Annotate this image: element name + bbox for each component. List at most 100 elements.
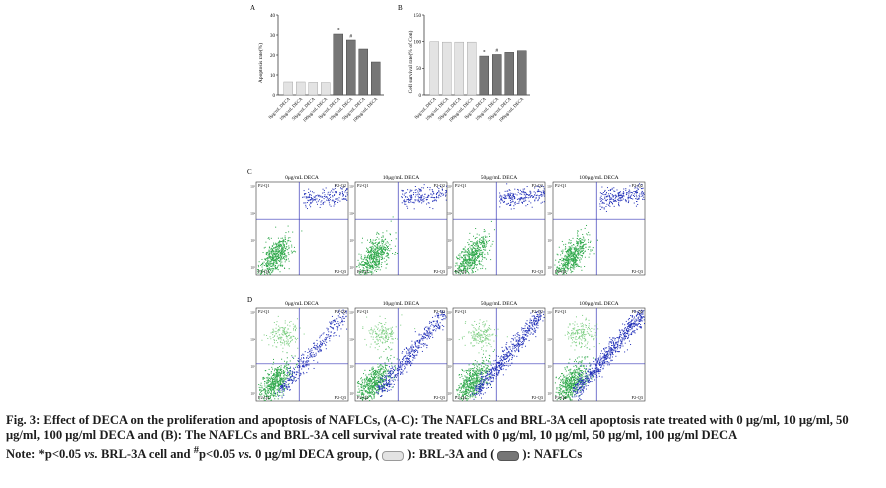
flow-point-green (471, 269, 473, 271)
flow-point-green (385, 331, 387, 333)
flow-point-blue (430, 193, 432, 195)
flow-point-green (257, 264, 259, 266)
flow-point-green (573, 260, 575, 262)
flow-point-green (573, 262, 575, 264)
flow-point-green (274, 375, 276, 377)
quadrant-label: P2-Q1 (357, 309, 368, 314)
flow-point-blue (634, 195, 636, 197)
flow-point-blue (516, 202, 518, 204)
flow-point-blue (282, 385, 284, 387)
flow-point-blue (609, 189, 611, 191)
flow-point-green (471, 264, 473, 266)
flow-point-blue (403, 355, 405, 357)
flow-point-green (276, 376, 278, 378)
flow-frame (354, 181, 448, 276)
flow-point-green (385, 333, 387, 335)
flow-point-blue (332, 199, 334, 201)
flow-point-green (285, 259, 287, 261)
flow-point-green (372, 336, 374, 338)
flow-point-green (279, 382, 281, 384)
flow-point-green (458, 267, 460, 269)
flow-point-green (373, 256, 375, 258)
flow-point-green (271, 389, 273, 391)
flow-point-green (371, 266, 373, 268)
flow-point-green (577, 241, 579, 243)
flow-point-blue (401, 371, 403, 373)
flow-point-green (272, 377, 274, 379)
flow-point-blue (407, 201, 409, 203)
flow-point-green (266, 267, 268, 269)
flow-ytick: 10³ (447, 365, 453, 369)
flow-title: 10μg/mL DECA (383, 175, 420, 181)
flow-point-blue (388, 383, 390, 385)
flow-point-blue (278, 395, 280, 397)
flow-point-blue (290, 379, 292, 381)
flow-point-blue (437, 323, 439, 325)
flow-point-blue (404, 365, 406, 367)
flow-point-blue (321, 344, 323, 346)
flow-point-green (381, 252, 383, 254)
flow-point-green (463, 248, 465, 250)
flow-point-green (280, 383, 282, 385)
flow-point-green (369, 255, 371, 257)
flow-point-blue (384, 377, 386, 379)
flow-point-green (261, 263, 263, 265)
flow-point-green (279, 373, 281, 375)
flow-point-green (287, 340, 289, 342)
flow-point-green (382, 329, 384, 331)
flow-point-green (396, 253, 398, 255)
flow-point-green (468, 239, 470, 241)
flow-point-green (465, 260, 467, 262)
flow-point-green (276, 266, 278, 268)
flow-point-green (571, 260, 573, 262)
flow-point-green (577, 264, 579, 266)
flow-point-green (276, 371, 278, 373)
flow-point-green (458, 374, 460, 376)
flow-point-blue (336, 198, 338, 200)
flow-point-green (283, 365, 285, 367)
flow-point-green (488, 239, 490, 241)
flow-point-green (580, 258, 582, 260)
flow-point-blue (611, 201, 613, 203)
flow-point-blue (418, 197, 420, 199)
flow-point-green (474, 254, 476, 256)
flow-point-green (373, 395, 375, 397)
flow-point-green (367, 391, 369, 393)
flow-point-blue (423, 333, 425, 335)
flow-point-green (469, 265, 471, 267)
flow-point-green (263, 394, 265, 396)
flow-point-green (361, 396, 363, 398)
flow-point-green (375, 332, 377, 334)
flow-point-green (485, 239, 487, 241)
flow-point-blue (426, 344, 428, 346)
flow-point-green (276, 253, 278, 255)
flow-point-green (377, 261, 379, 263)
flow-point-green (282, 351, 284, 353)
flow-point-green (576, 247, 578, 249)
flow-point-blue (408, 362, 410, 364)
flow-point-green (459, 269, 461, 271)
flow-point-green (364, 256, 366, 258)
flow-point-green (358, 391, 360, 393)
flow-point-green (567, 248, 569, 250)
flow-point-green (475, 264, 477, 266)
flow-point-blue (280, 387, 282, 389)
flow-point-green (477, 249, 479, 251)
flow-point-blue (281, 387, 283, 389)
flow-point-green (364, 338, 366, 340)
flow-point-green (370, 373, 372, 375)
flow-point-green (282, 377, 284, 379)
flow-point-green (281, 261, 283, 263)
flow-point-green (360, 389, 362, 391)
flow-point-blue (305, 361, 307, 363)
flow-point-green (376, 253, 378, 255)
flow-point-green (274, 381, 276, 383)
flow-point-green (268, 264, 270, 266)
flow-point-green (276, 374, 278, 376)
flow-point-blue (299, 366, 301, 368)
flow-point-blue (427, 195, 429, 197)
flow-point-blue (315, 354, 317, 356)
flow-point-blue (387, 372, 389, 374)
flow-point-blue (416, 354, 418, 356)
flow-point-green (571, 251, 573, 253)
